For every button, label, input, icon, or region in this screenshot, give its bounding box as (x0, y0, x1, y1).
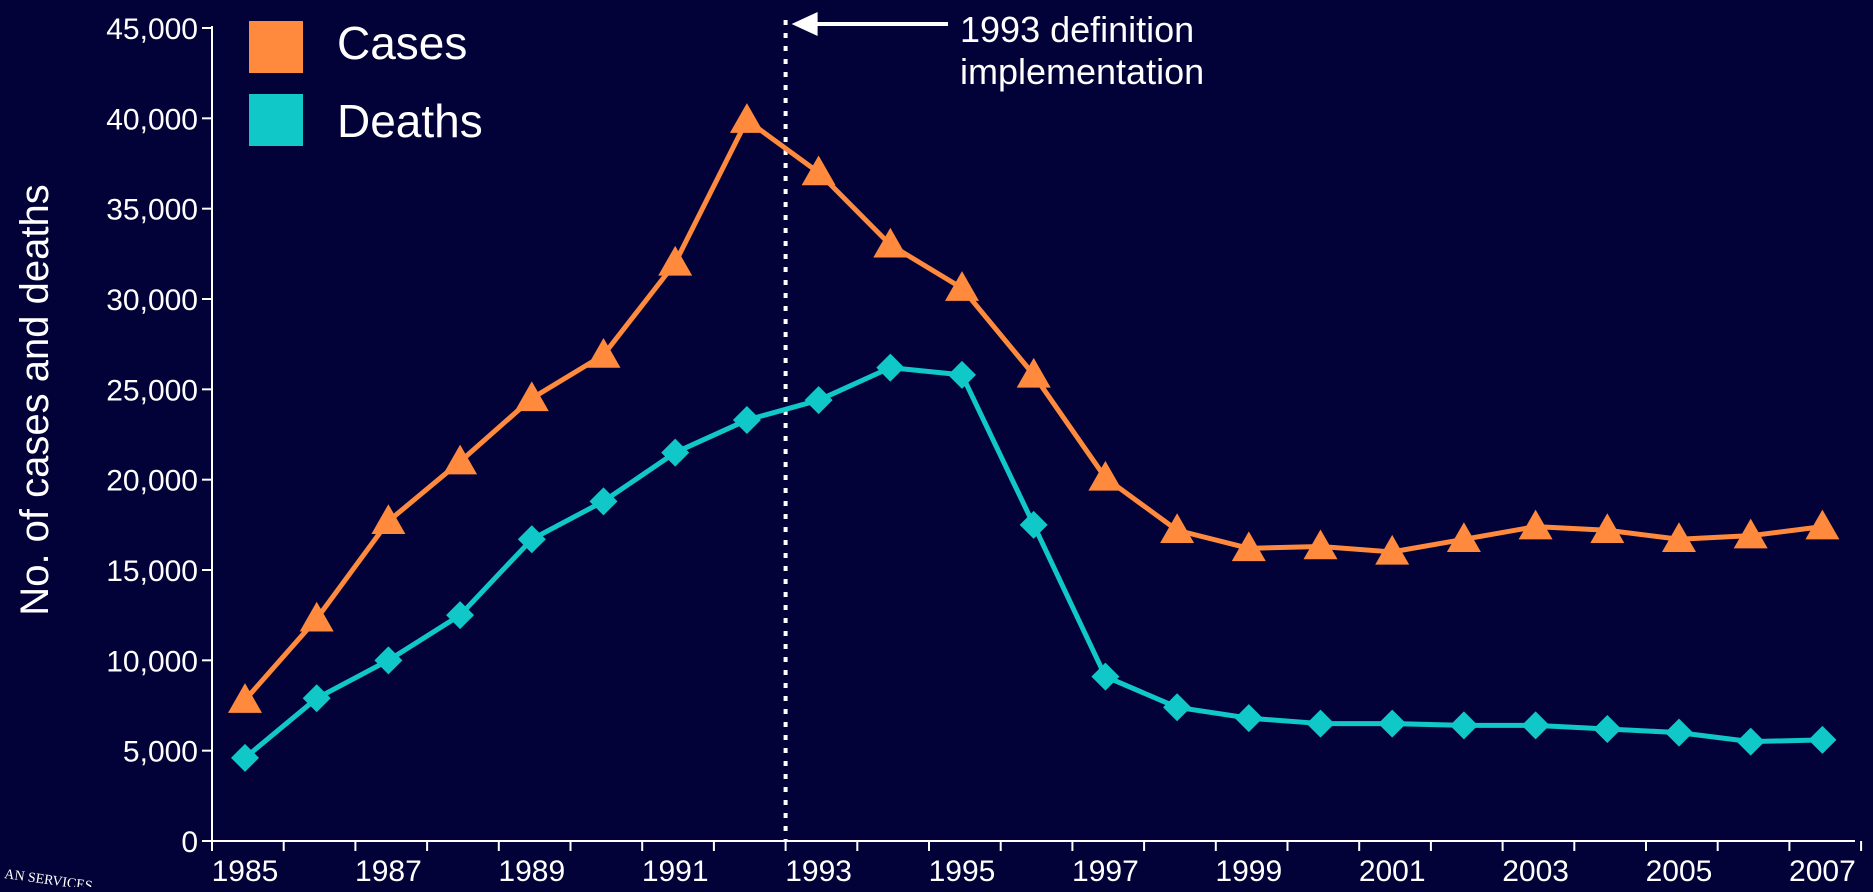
x-tick-label: 1997 (1072, 855, 1139, 887)
data-point-cases (801, 155, 836, 186)
data-point-cases (1662, 522, 1696, 553)
data-point-deaths (1378, 709, 1407, 738)
y-tick-label: 20,000 (106, 465, 198, 498)
legend-swatch-cases (249, 21, 303, 73)
data-point-deaths (1593, 714, 1622, 743)
series-line-deaths (243, 365, 1823, 760)
series-line-cases (243, 117, 1823, 702)
hhs-seal-logo: AN SERVICES (3, 867, 93, 892)
data-point-cases (945, 271, 979, 301)
x-tick-label: 1999 (1215, 855, 1282, 887)
x-tick-label: 1987 (355, 855, 422, 887)
data-point-cases (1088, 460, 1123, 491)
data-point-cases (299, 601, 334, 632)
annotation-line-1: 1993 definition (960, 9, 1194, 50)
x-tick-label: 1985 (212, 855, 279, 887)
data-point-deaths (1019, 510, 1048, 539)
x-tick-label: 1989 (498, 855, 565, 887)
data-point-cases (443, 444, 478, 475)
data-point-deaths (589, 487, 618, 516)
data-point-deaths (231, 743, 259, 772)
data-point-cases (1733, 518, 1768, 549)
data-point-cases (729, 103, 764, 133)
x-tick-label: 2003 (1502, 855, 1569, 887)
data-point-deaths (1736, 727, 1765, 756)
data-point-deaths (1234, 704, 1263, 733)
data-point-deaths (1521, 711, 1550, 740)
legend-swatch-deaths (249, 94, 303, 146)
data-point-deaths (446, 601, 475, 630)
y-tick-label: 0 (181, 826, 198, 859)
legend-label-cases: Cases (337, 17, 467, 69)
x-tick-label: 2005 (1646, 855, 1713, 887)
data-point-cases (1160, 513, 1195, 544)
data-point-cases (1016, 357, 1051, 388)
data-point-deaths (732, 406, 761, 435)
data-point-deaths (876, 353, 905, 382)
y-tick-label: 5,000 (123, 736, 198, 769)
y-tick-label: 25,000 (106, 374, 198, 407)
data-point-cases (371, 504, 406, 534)
data-point-cases (514, 381, 549, 412)
data-point-deaths (1449, 711, 1478, 740)
data-point-deaths (661, 438, 690, 467)
x-tick-label: 1995 (929, 855, 996, 887)
data-point-cases (586, 338, 621, 368)
data-point-cases (1303, 529, 1338, 560)
data-point-cases (1518, 509, 1553, 540)
data-point-cases (658, 245, 693, 276)
data-point-deaths (302, 684, 331, 713)
data-point-deaths (517, 525, 546, 554)
data-point-cases (1446, 522, 1481, 553)
data-point-cases (228, 683, 262, 713)
data-point-deaths (1091, 662, 1120, 691)
x-tick-label: 1991 (642, 855, 709, 887)
legend: Cases Deaths (249, 17, 483, 147)
seal-text: AN SERVICES (3, 867, 93, 887)
y-tick-label: 15,000 (106, 555, 198, 588)
data-point-cases (1590, 513, 1625, 544)
y-tick-label: 35,000 (106, 194, 198, 227)
data-point-deaths (1665, 718, 1693, 747)
y-axis-label: No. of cases and deaths (13, 184, 57, 615)
data-point-deaths (804, 386, 833, 415)
data-point-deaths (1306, 709, 1335, 738)
legend-label-deaths: Deaths (337, 95, 483, 147)
data-point-cases (1231, 531, 1266, 562)
y-tick-label: 10,000 (106, 645, 198, 678)
x-tick-label: 2007 (1789, 855, 1856, 887)
data-point-cases (873, 227, 908, 258)
data-point-deaths (1163, 693, 1192, 722)
x-tick-label: 2001 (1359, 855, 1426, 887)
y-tick-label: 45,000 (106, 13, 198, 46)
data-point-deaths (1808, 725, 1837, 754)
y-tick-label: 30,000 (106, 284, 198, 317)
y-tick-label: 40,000 (106, 103, 198, 136)
annotation-line-2: implementation (960, 51, 1204, 92)
x-tick-label: 1993 (785, 855, 852, 887)
annotation-arrow-head (791, 12, 818, 36)
data-point-deaths (374, 646, 403, 675)
data-point-cases (1805, 509, 1840, 540)
data-point-deaths (948, 360, 976, 389)
data-point-cases (1375, 534, 1410, 565)
